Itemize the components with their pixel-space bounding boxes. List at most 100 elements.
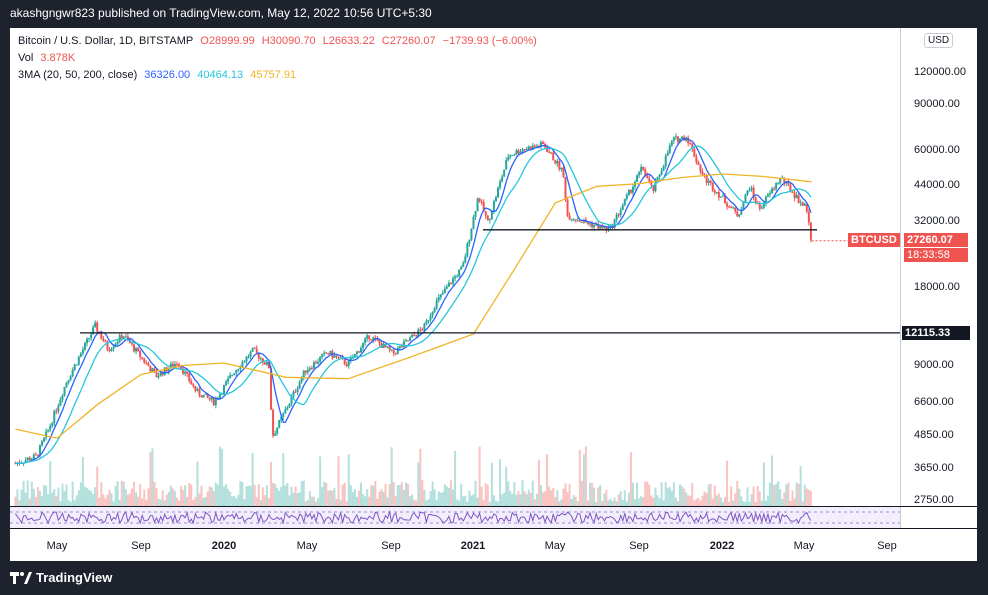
volume-bar: [308, 491, 311, 506]
volume-bar: [486, 484, 489, 506]
candle-body: [349, 358, 352, 361]
candle-body: [233, 373, 236, 375]
candle-body: [294, 391, 297, 393]
candle-body: [429, 315, 432, 321]
candle-body: [482, 201, 485, 212]
volume-bar: [124, 489, 127, 506]
volume-bar: [650, 495, 653, 506]
volume-bar: [503, 492, 506, 506]
volume-bar: [210, 487, 213, 506]
candle-body: [175, 363, 178, 365]
candle-body: [646, 175, 649, 179]
volume-bar: [703, 491, 706, 506]
candle-body: [464, 256, 467, 263]
volume-bar: [128, 493, 131, 506]
volume-bar: [568, 484, 571, 506]
candle-body: [807, 211, 810, 223]
candle-body: [715, 192, 718, 194]
candle-body: [296, 388, 299, 393]
volume-bar: [366, 489, 369, 506]
volume-bar: [488, 501, 491, 506]
x-tick-label: 2020: [211, 540, 237, 552]
volume-bar: [525, 494, 528, 506]
price-chart-svg[interactable]: [10, 28, 977, 561]
ma20-line: [15, 137, 812, 464]
candle-body: [386, 346, 389, 348]
volume-bar: [537, 459, 540, 506]
symbol-tag: BTCUSD: [848, 233, 900, 247]
volume-bar: [71, 481, 74, 506]
candle-body: [245, 356, 248, 362]
volume-bar: [646, 481, 649, 506]
volume-bar: [24, 492, 27, 506]
volume-bar: [799, 466, 802, 506]
tradingview-logo[interactable]: TradingView: [10, 570, 112, 585]
candle-body: [69, 376, 72, 380]
volume-bar: [593, 487, 596, 506]
volume-bar: [265, 485, 268, 506]
candle-body: [460, 266, 463, 270]
volume-bar: [349, 485, 352, 506]
candle-body: [151, 368, 154, 372]
volume-bar: [629, 452, 632, 506]
legend-change: −1739.93 (−6.00%): [442, 35, 537, 47]
legend-ma20: 36326.00: [144, 69, 191, 81]
volume-bar: [45, 485, 48, 506]
volume-bar: [404, 482, 407, 506]
candle-body: [312, 362, 315, 369]
candle-body: [419, 329, 422, 331]
candle-body: [102, 338, 105, 342]
legend-low: L26633.22: [322, 35, 375, 47]
candle-body: [619, 209, 622, 215]
volume-bar: [147, 488, 150, 506]
candle-body: [218, 394, 221, 399]
candle-body: [329, 350, 332, 354]
candle-body: [656, 176, 659, 182]
candle-body: [210, 397, 213, 400]
candle-body: [198, 389, 201, 396]
volume-bar: [98, 497, 101, 506]
y-tick-label: 120000.00: [914, 66, 966, 78]
candle-body: [276, 427, 279, 434]
candle-body: [605, 226, 608, 231]
volume-bar: [204, 497, 207, 506]
volume-bar: [335, 498, 338, 506]
candle-body: [130, 343, 133, 345]
volume-bar: [529, 492, 532, 506]
candle-body: [499, 181, 502, 188]
volume-bar: [492, 495, 495, 506]
volume-bar: [766, 495, 769, 506]
candle-body: [705, 175, 708, 183]
candle-body: [664, 155, 667, 167]
volume-bar: [259, 499, 262, 506]
volume-bar: [165, 494, 168, 506]
currency-button[interactable]: USD: [924, 33, 954, 48]
candle-body: [766, 194, 769, 197]
volume-bar: [376, 498, 379, 506]
candle-body: [449, 282, 452, 284]
candle-body: [505, 160, 508, 170]
candle-body: [476, 198, 479, 212]
candle-body: [445, 286, 448, 289]
volume-bar: [499, 459, 502, 506]
candle-body: [511, 155, 514, 157]
candle-body: [38, 445, 41, 456]
volume-bar: [94, 487, 97, 506]
volume-bar: [523, 491, 526, 506]
volume-bar: [22, 480, 25, 506]
volume-bar: [155, 488, 158, 506]
candle-body: [523, 149, 526, 151]
chart-frame[interactable]: Bitcoin / U.S. Dollar, 1D, BITSTAMP O289…: [10, 28, 977, 561]
candle-body: [355, 351, 358, 355]
candle-body: [186, 371, 189, 374]
volume-bar: [364, 496, 367, 506]
candle-body: [754, 197, 757, 203]
candle-body: [734, 207, 737, 212]
volume-bar: [803, 484, 806, 506]
volume-bar: [302, 480, 305, 506]
volume-bar: [315, 501, 318, 506]
candle-body: [343, 358, 346, 365]
candle-body: [41, 441, 44, 446]
volume-bar: [439, 492, 442, 506]
volume-bar: [744, 501, 747, 506]
